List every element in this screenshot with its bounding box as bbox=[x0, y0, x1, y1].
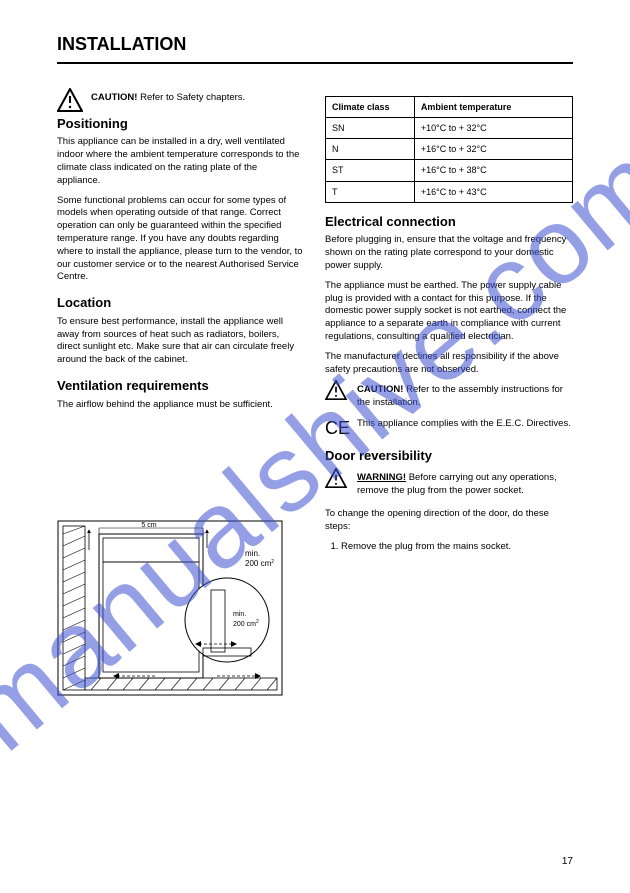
warning-icon bbox=[325, 380, 347, 405]
table-row: SN +10°C to + 32°C bbox=[326, 118, 573, 139]
svg-text:min.: min. bbox=[233, 611, 246, 618]
header-rule bbox=[57, 62, 573, 64]
elec-p2: The appliance must be earthed. The power… bbox=[325, 280, 573, 344]
elec-p1: Before plugging in, ensure that the volt… bbox=[325, 234, 573, 272]
page-number: 17 bbox=[562, 856, 573, 867]
svg-text:min.: min. bbox=[245, 549, 260, 558]
warning-icon bbox=[325, 468, 347, 493]
caution2-label: CAUTION! bbox=[357, 384, 403, 395]
positioning-p1: This appliance can be installed in a dry… bbox=[57, 136, 303, 187]
list-item: Remove the plug from the mains socket. bbox=[341, 541, 573, 554]
climate-table: Climate class Ambient temperature SN +10… bbox=[325, 96, 573, 203]
section-location-title: Location bbox=[57, 294, 303, 312]
location-p1: To ensure best performance, install the … bbox=[57, 316, 303, 367]
left-column: CAUTION! Refer to Safety chapters. Posit… bbox=[57, 92, 303, 418]
page-title: INSTALLATION bbox=[57, 34, 186, 55]
table-row: ST +16°C to + 38°C bbox=[326, 160, 573, 181]
section-positioning-title: Positioning bbox=[57, 115, 303, 133]
dim-5cm: 5 cm bbox=[141, 522, 156, 529]
table-row: T +16°C to + 43°C bbox=[326, 181, 573, 202]
table-row: N +16°C to + 32°C bbox=[326, 139, 573, 160]
section-ventilation-title: Ventilation requirements bbox=[57, 377, 303, 395]
warn-label: WARNING! bbox=[357, 472, 406, 483]
door-steps: Remove the plug from the mains socket. bbox=[341, 541, 573, 554]
caution-label: CAUTION! bbox=[91, 92, 137, 103]
section-door-title: Door reversibility bbox=[325, 447, 573, 465]
positioning-p2: Some functional problems can occur for s… bbox=[57, 195, 303, 285]
caution-text: Refer to Safety chapters. bbox=[140, 92, 245, 103]
elec-p3: The manufacturer declines all responsibi… bbox=[325, 351, 573, 377]
ventilation-diagram: 5 cm min. 200 cm2 min. 200 cm2 bbox=[57, 520, 283, 696]
section-electrical-title: Electrical connection bbox=[325, 213, 573, 231]
right-column: Climate class Ambient temperature SN +10… bbox=[325, 92, 573, 557]
table-header-temp: Ambient temperature bbox=[414, 97, 572, 118]
ventilation-p1: The airflow behind the appliance must be… bbox=[57, 399, 303, 412]
steps-intro: To change the opening direction of the d… bbox=[325, 508, 573, 534]
svg-text:200 cm2: 200 cm2 bbox=[233, 619, 259, 628]
ce-mark-icon: CE bbox=[325, 416, 350, 440]
svg-text:200 cm2: 200 cm2 bbox=[245, 559, 274, 568]
ce-text: This appliance complies with the E.E.C. … bbox=[357, 418, 573, 431]
table-header-class: Climate class bbox=[326, 97, 415, 118]
